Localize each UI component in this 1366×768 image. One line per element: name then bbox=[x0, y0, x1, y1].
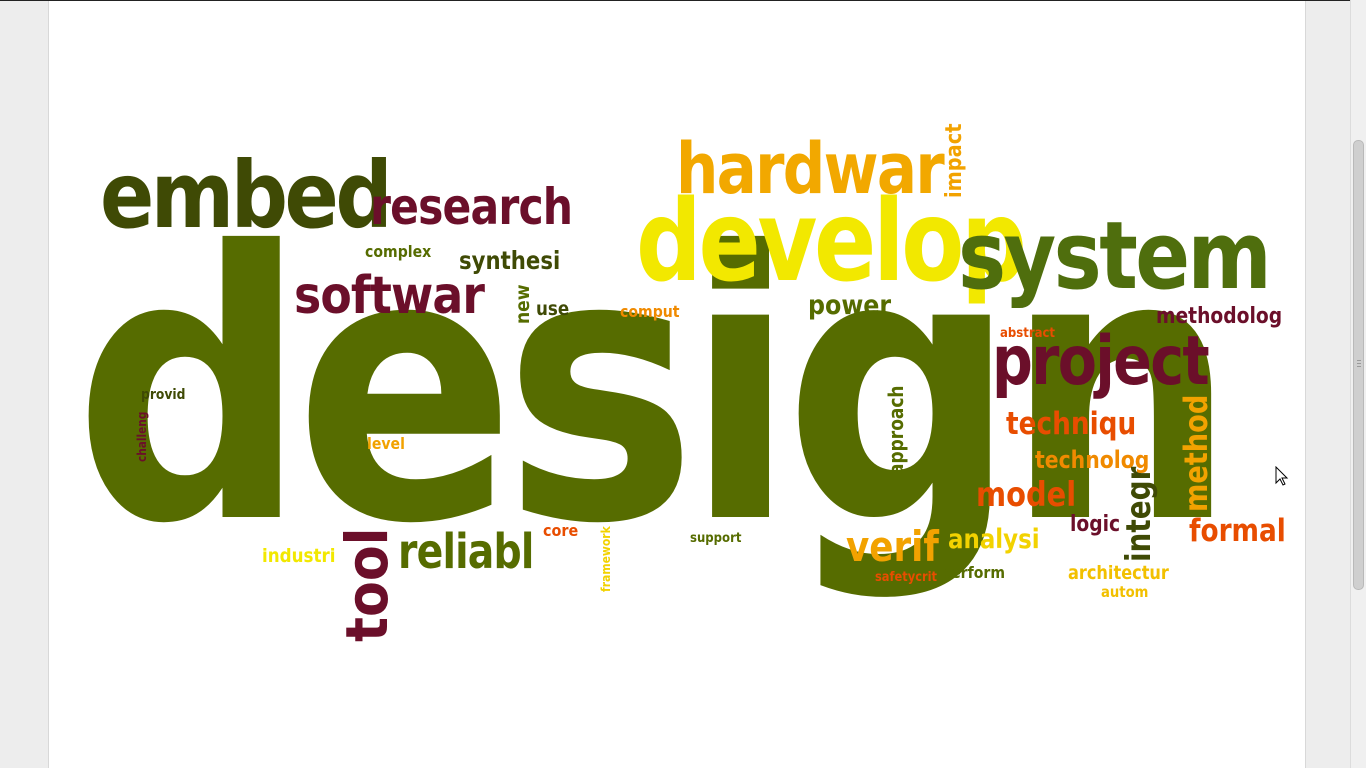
word-architectur: architectur bbox=[1068, 562, 1169, 584]
word-autom: autom bbox=[1101, 583, 1149, 601]
word-integr: integr bbox=[1119, 466, 1159, 562]
word-verif: verif bbox=[846, 522, 939, 571]
word-project: project bbox=[992, 322, 1210, 401]
window-top-border bbox=[0, 0, 1366, 1]
word-reliabl: reliabl bbox=[398, 524, 534, 580]
word-industri: industri bbox=[262, 545, 336, 567]
word-power: power bbox=[808, 290, 892, 321]
word-formal: formal bbox=[1189, 513, 1286, 549]
scrollbar-thumb[interactable] bbox=[1353, 140, 1364, 590]
word-new: new bbox=[512, 284, 534, 324]
word-challeng: challeng bbox=[135, 411, 149, 462]
word-research: research bbox=[370, 178, 573, 236]
word-provid: provid bbox=[141, 387, 186, 403]
word-techniqu: techniqu bbox=[1006, 406, 1137, 442]
vertical-scrollbar[interactable] bbox=[1350, 0, 1366, 768]
word-core: core bbox=[543, 521, 579, 540]
word-develop: develop bbox=[636, 177, 1027, 307]
word-comput: comput bbox=[620, 302, 680, 321]
word-methodolog: methodolog bbox=[1156, 304, 1283, 329]
word-logic: logic bbox=[1070, 512, 1121, 537]
word-analysi: analysi bbox=[948, 524, 1040, 555]
word-impact: impact bbox=[942, 123, 967, 198]
word-support: support bbox=[690, 531, 742, 546]
scrollbar-grip-line bbox=[1357, 360, 1361, 361]
word-level: level bbox=[367, 434, 405, 453]
scrollbar-grip-line bbox=[1357, 363, 1361, 364]
word-embed: embed bbox=[100, 142, 393, 249]
word-method: method bbox=[1177, 394, 1215, 512]
word-system: system bbox=[958, 202, 1272, 311]
word-softwar: softwar bbox=[294, 266, 485, 326]
word-design: design bbox=[74, 175, 1237, 605]
page-canvas bbox=[48, 0, 1306, 768]
word-use: use bbox=[536, 298, 570, 320]
word-complex: complex bbox=[365, 242, 432, 261]
word-framework: framework bbox=[599, 526, 613, 592]
word-approach: approach bbox=[884, 385, 908, 475]
word-model: model bbox=[976, 475, 1077, 515]
mouse-pointer-icon bbox=[1275, 466, 1289, 486]
word-tool: tool bbox=[333, 527, 401, 642]
word-synthesi: synthesi bbox=[459, 246, 561, 275]
word-technolog: technolog bbox=[1035, 446, 1150, 474]
word-abstract: abstract bbox=[1000, 326, 1056, 341]
scrollbar-grip-line bbox=[1357, 366, 1361, 367]
word-safetycrit: safetycrit bbox=[875, 570, 938, 585]
word-hardwar: hardwar bbox=[676, 128, 945, 210]
word-perform: perform bbox=[941, 563, 1005, 582]
